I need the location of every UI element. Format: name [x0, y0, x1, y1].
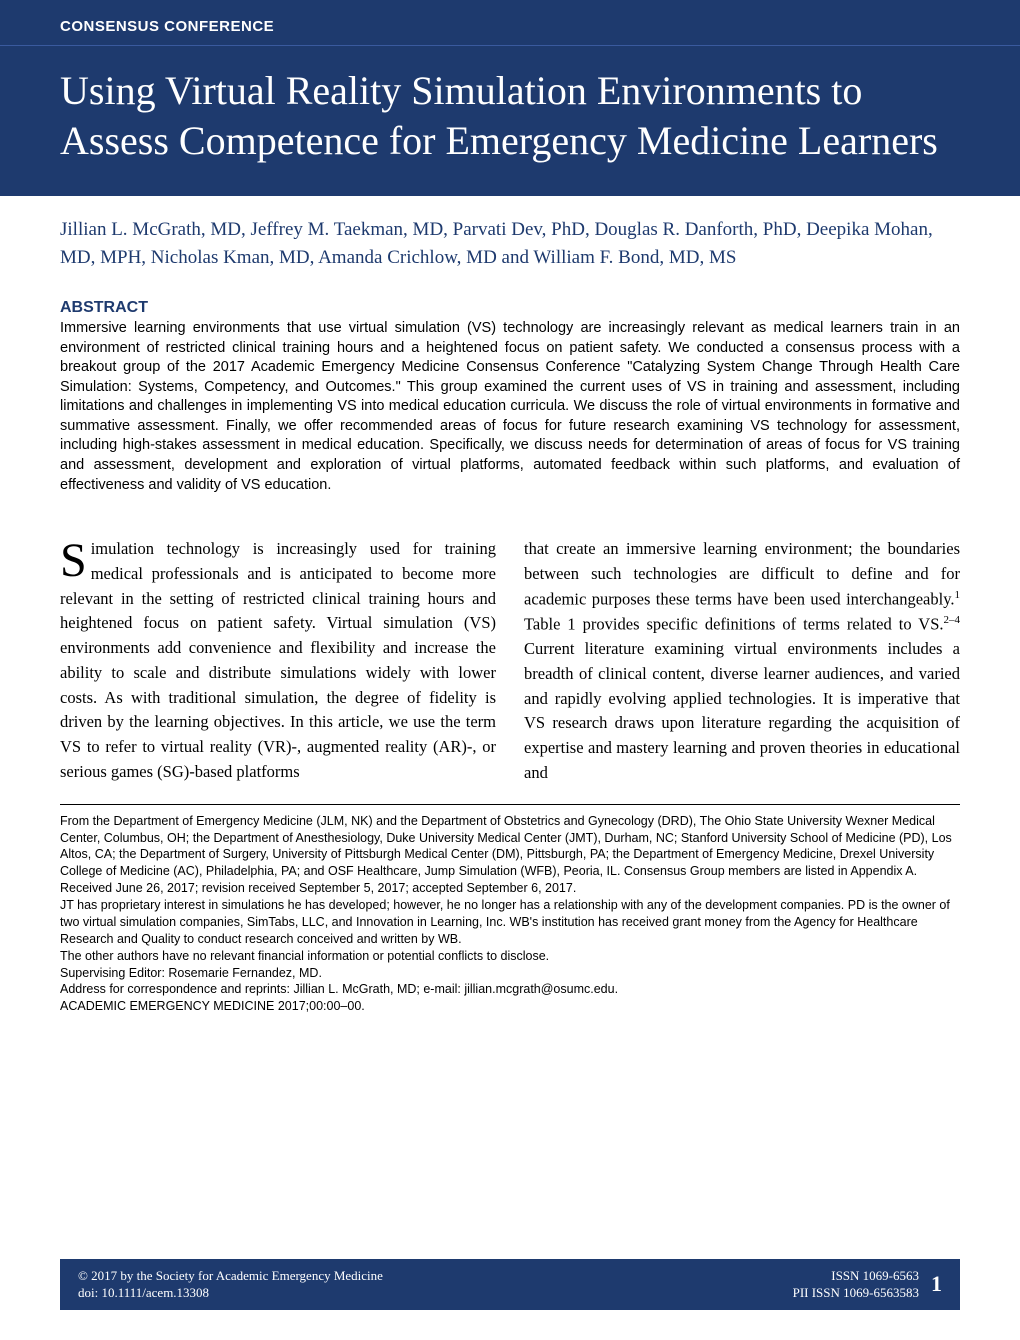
body-col1-text: imulation technology is increasingly use…	[60, 539, 496, 781]
footer-doi: doi: 10.1111/acem.13308	[78, 1284, 383, 1302]
content-area: Jillian L. McGrath, MD, Jeffrey M. Taekm…	[0, 196, 1020, 786]
section-banner: CONSENSUS CONFERENCE	[0, 0, 1020, 45]
page-number: 1	[931, 1271, 942, 1297]
body-column-right: that create an immersive learning enviro…	[524, 537, 960, 786]
footnote-coi: JT has proprietary interest in simulatio…	[60, 897, 960, 948]
footer-pii: PII ISSN 1069-6563583	[793, 1284, 919, 1302]
footer-right: ISSN 1069-6563 PII ISSN 1069-6563583	[793, 1267, 919, 1302]
footnote-correspondence: Address for correspondence and reprints:…	[60, 981, 960, 998]
body-col2-pre: that create an immersive learning enviro…	[524, 539, 960, 608]
article-title: Using Virtual Reality Simulation Environ…	[60, 66, 960, 166]
footer-issn: ISSN 1069-6563	[793, 1267, 919, 1285]
footnote-affiliations: From the Department of Emergency Medicin…	[60, 813, 960, 881]
footnote-other-coi: The other authors have no relevant finan…	[60, 948, 960, 965]
footer-copyright: © 2017 by the Society for Academic Emerg…	[78, 1267, 383, 1285]
body-column-left: Simulation technology is increasingly us…	[60, 537, 496, 786]
footnote-divider	[60, 804, 960, 805]
body-columns: Simulation technology is increasingly us…	[60, 537, 960, 786]
footnote-citation: ACADEMIC EMERGENCY MEDICINE 2017;00:00–0…	[60, 998, 960, 1015]
drop-cap: S	[60, 537, 91, 582]
footnote-editor: Supervising Editor: Rosemarie Fernandez,…	[60, 965, 960, 982]
citation-sup-2: 2–4	[944, 614, 961, 626]
footnote-received: Received June 26, 2017; revision receive…	[60, 880, 960, 897]
body-col2-mid: Table 1 provides specific definitions of…	[524, 614, 944, 633]
abstract-text: Immersive learning environments that use…	[60, 319, 960, 495]
abstract-heading: ABSTRACT	[60, 299, 960, 317]
body-col2-post: Current literature examining virtual env…	[524, 639, 960, 782]
title-banner: Using Virtual Reality Simulation Environ…	[0, 45, 1020, 196]
footnotes: From the Department of Emergency Medicin…	[0, 813, 1020, 1016]
section-label: CONSENSUS CONFERENCE	[60, 18, 960, 35]
author-list: Jillian L. McGrath, MD, Jeffrey M. Taekm…	[60, 216, 960, 271]
footer-left: © 2017 by the Society for Academic Emerg…	[78, 1267, 383, 1302]
citation-sup-1: 1	[955, 589, 961, 601]
footer-right-wrap: ISSN 1069-6563 PII ISSN 1069-6563583 1	[793, 1267, 942, 1302]
footer-bar: © 2017 by the Society for Academic Emerg…	[60, 1259, 960, 1310]
